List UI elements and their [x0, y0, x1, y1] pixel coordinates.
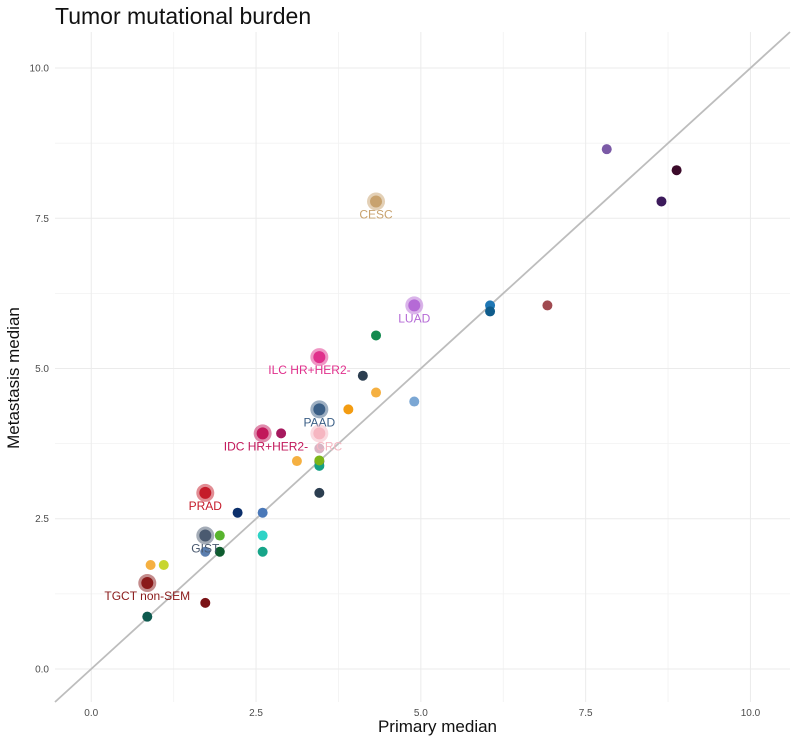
data-point	[656, 196, 667, 207]
x-tick-label: 2.5	[249, 708, 263, 719]
highlight-point	[313, 351, 326, 364]
point-label: IDC HR+HER2-	[224, 439, 308, 453]
x-tick-label: 5.0	[414, 708, 428, 719]
y-axis-label: Metastasis median	[4, 307, 23, 449]
point-label: ILC HR+HER2-	[268, 363, 350, 377]
highlight-point	[199, 486, 212, 499]
chart-title: Tumor mutational burden	[55, 3, 312, 29]
data-point	[542, 300, 553, 311]
highlight-point	[141, 577, 154, 590]
highlight-point	[408, 299, 421, 312]
data-point	[200, 597, 211, 608]
data-point	[485, 306, 496, 317]
data-point	[257, 530, 268, 541]
point-label: LUAD	[398, 311, 430, 325]
data-point	[314, 487, 325, 498]
point-label: CESC	[359, 207, 393, 221]
point-label: GIST	[191, 542, 220, 556]
data-point	[601, 144, 612, 155]
data-point	[314, 455, 325, 466]
x-tick-label: 7.5	[579, 708, 593, 719]
point-label: PRAD	[189, 499, 223, 513]
point-label: CRC	[316, 439, 342, 453]
x-tick-label: 10.0	[741, 708, 761, 719]
highlight-point	[199, 529, 212, 542]
data-point	[200, 546, 211, 557]
data-point	[314, 443, 325, 454]
x-tick-label: 0.0	[84, 708, 98, 719]
y-tick-label: 0.0	[35, 664, 49, 675]
data-point	[145, 559, 156, 570]
data-point	[214, 546, 225, 557]
highlight-point	[256, 427, 269, 440]
data-point	[214, 530, 225, 541]
data-point	[257, 507, 268, 518]
point-label: PAAD	[303, 415, 335, 429]
y-tick-label: 10.0	[30, 64, 50, 75]
y-tick-label: 2.5	[35, 514, 49, 525]
data-point	[357, 370, 368, 381]
data-point	[276, 428, 287, 439]
y-tick-label: 5.0	[35, 364, 49, 375]
x-axis-label: Primary median	[377, 717, 498, 736]
identity-line	[54, 31, 791, 703]
data-point	[343, 404, 354, 415]
data-point	[371, 387, 382, 398]
data-point	[671, 165, 682, 176]
data-point	[232, 507, 243, 518]
data-point	[158, 559, 169, 570]
data-point	[291, 456, 302, 467]
data-point	[142, 611, 153, 622]
highlight-point	[313, 403, 326, 416]
highlight-point	[370, 195, 383, 208]
data-point	[371, 330, 382, 341]
point-label: TGCT non-SEM	[104, 589, 190, 603]
data-point	[409, 396, 420, 407]
data-point	[257, 546, 268, 557]
highlight-point	[313, 427, 326, 440]
y-tick-label: 7.5	[35, 214, 49, 225]
